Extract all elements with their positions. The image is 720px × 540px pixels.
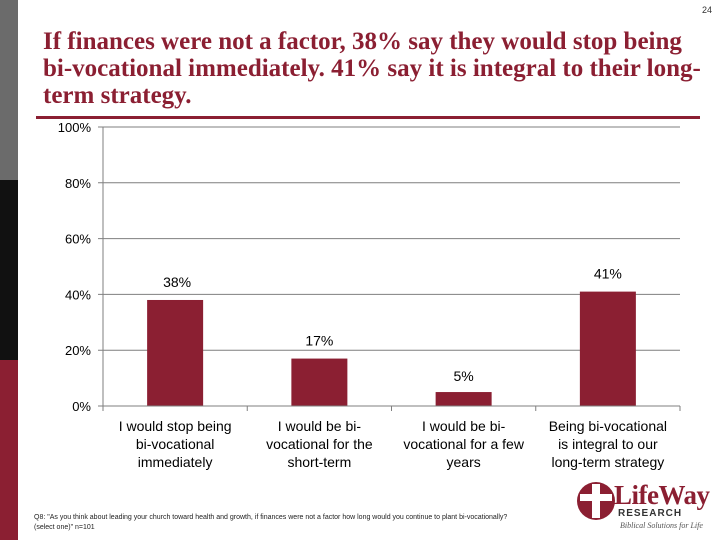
x-category-label: immediately (138, 454, 213, 470)
bar (435, 392, 492, 406)
bar-value-label: 17% (305, 333, 333, 349)
page-number: 24 (701, 5, 712, 15)
x-category-label: vocational for a few (403, 436, 525, 452)
bar (579, 291, 636, 406)
x-category-label: Being bi-vocational (549, 418, 667, 434)
x-category-label: is integral to our (558, 436, 658, 452)
side-bar-black (0, 180, 18, 360)
x-category-label: short-term (287, 454, 351, 470)
side-bar-gray (0, 0, 18, 180)
bar (291, 358, 348, 406)
footnote: Q8: "As you think about leading your chu… (34, 514, 508, 531)
x-category-label: long-term strategy (551, 454, 664, 470)
side-bar-red (0, 360, 18, 540)
x-category-label: years (447, 454, 481, 470)
x-category-label: vocational for the (266, 436, 373, 452)
logo-tagline: Biblical Solutions for Life (620, 521, 703, 530)
slide-title: If finances were not a factor, 38% say t… (43, 28, 701, 109)
bar (147, 299, 204, 406)
bar-value-label: 41% (594, 266, 622, 282)
bar-value-label: 5% (454, 368, 474, 384)
logo-name: LifeWay (614, 480, 710, 510)
x-category-label: I would stop being (119, 418, 232, 434)
y-tick-label: 100% (58, 120, 92, 135)
bar-value-label: 38% (163, 274, 191, 290)
x-category-label: bi-vocational (136, 436, 215, 452)
y-tick-label: 0% (72, 399, 91, 414)
y-tick-label: 40% (65, 287, 91, 302)
y-tick-label: 80% (65, 176, 91, 191)
y-tick-label: 20% (65, 343, 91, 358)
x-category-label: I would be bi- (422, 418, 506, 434)
title-underline (36, 116, 700, 119)
y-tick-label: 60% (65, 232, 91, 247)
lifeway-logo (577, 482, 615, 520)
logo-sub: RESEARCH (618, 508, 683, 519)
x-category-label: I would be bi- (278, 418, 362, 434)
